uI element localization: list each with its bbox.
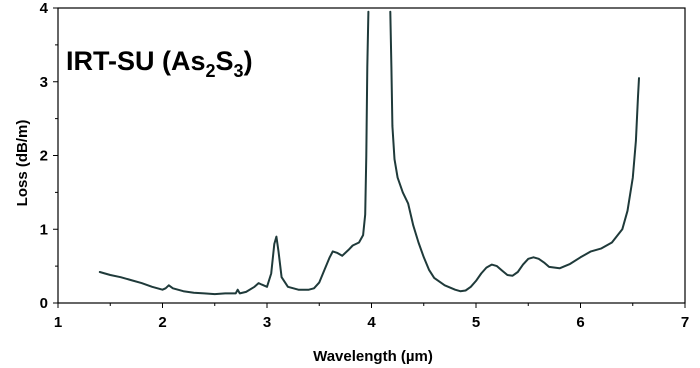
y-axis-title: Loss (dB/m) [14,120,31,207]
x-axis-title: Wavelength (µm) [313,348,433,365]
x-tick-label: 7 [681,314,689,331]
loss-curve-segment-2 [389,10,640,293]
x-tick-label: 5 [472,314,480,331]
x-tick-label: 6 [576,314,584,331]
chart-title-mid: S [216,46,234,76]
chart-title-subscript-3: 3 [234,61,244,81]
x-tick-label: 2 [158,314,166,331]
chart-title: IRT-SU (As2S3) [66,46,253,81]
chart-title-prefix: IRT-SU (As [66,46,206,76]
y-tick-label: 2 [40,148,48,165]
x-tick-label: 3 [263,314,271,331]
x-tick-label: 1 [54,314,62,331]
chart-title-subscript-2: 2 [206,61,216,81]
y-tick-label: 3 [40,74,48,91]
loss-curve-segment-1 [98,10,370,296]
y-tick-label: 0 [40,295,48,312]
chart-title-suffix: ) [244,46,253,76]
y-tick-label: 4 [40,0,49,17]
y-tick-label: 1 [40,221,48,238]
x-tick-label: 4 [367,314,376,331]
